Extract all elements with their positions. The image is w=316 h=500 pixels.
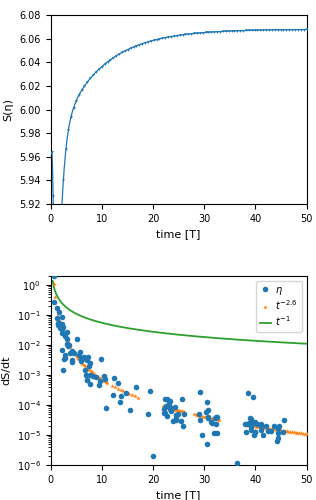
$t^{-2.6}$ [161, 404, 165, 409]
$\eta$ [52, 273, 56, 279]
$t^{-2.6}$ [199, 413, 203, 419]
$t^{-1}$ [305, 340, 308, 346]
$\eta$ [276, 435, 280, 441]
$t^{-1}$ [51, 278, 54, 284]
$\eta$ [54, 268, 58, 274]
$t^{-2.6}$ [67, 342, 71, 348]
$t^{-1}$ [171, 331, 175, 337]
$t^{-1}$ [173, 332, 177, 338]
$\eta$ [251, 394, 255, 400]
$t^{-2.6}$ [290, 429, 294, 435]
$\eta$ [259, 423, 263, 429]
$t^{-1}$ [259, 338, 263, 344]
Legend: $\eta$, $t^{-2.6}$, $t^{-1}$: $\eta$, $t^{-2.6}$, $t^{-1}$ [256, 281, 302, 332]
Line: $t^{-1}$: $t^{-1}$ [52, 281, 307, 344]
Y-axis label: dS/dt: dS/dt [1, 356, 11, 385]
$t^{-1}$ [299, 340, 302, 346]
$t^{-1}$ [202, 334, 206, 340]
$t^{-2.6}$ [89, 368, 93, 374]
X-axis label: time [T]: time [T] [156, 230, 201, 239]
Line: $t^{-2.6}$: $t^{-2.6}$ [51, 282, 309, 436]
$\eta$ [97, 382, 100, 388]
$t^{-2.6}$ [52, 281, 56, 287]
$t^{-2.6}$ [210, 416, 214, 422]
$t^{-2.6}$ [305, 431, 308, 437]
Line: $\eta$: $\eta$ [51, 268, 287, 466]
X-axis label: time [T]: time [T] [156, 490, 201, 500]
$\eta$ [52, 298, 56, 304]
$t^{-1}$ [188, 333, 192, 339]
$\eta$ [253, 428, 257, 434]
Y-axis label: S(η): S(η) [4, 98, 14, 121]
$\eta$ [60, 348, 64, 354]
$\eta$ [235, 460, 239, 466]
